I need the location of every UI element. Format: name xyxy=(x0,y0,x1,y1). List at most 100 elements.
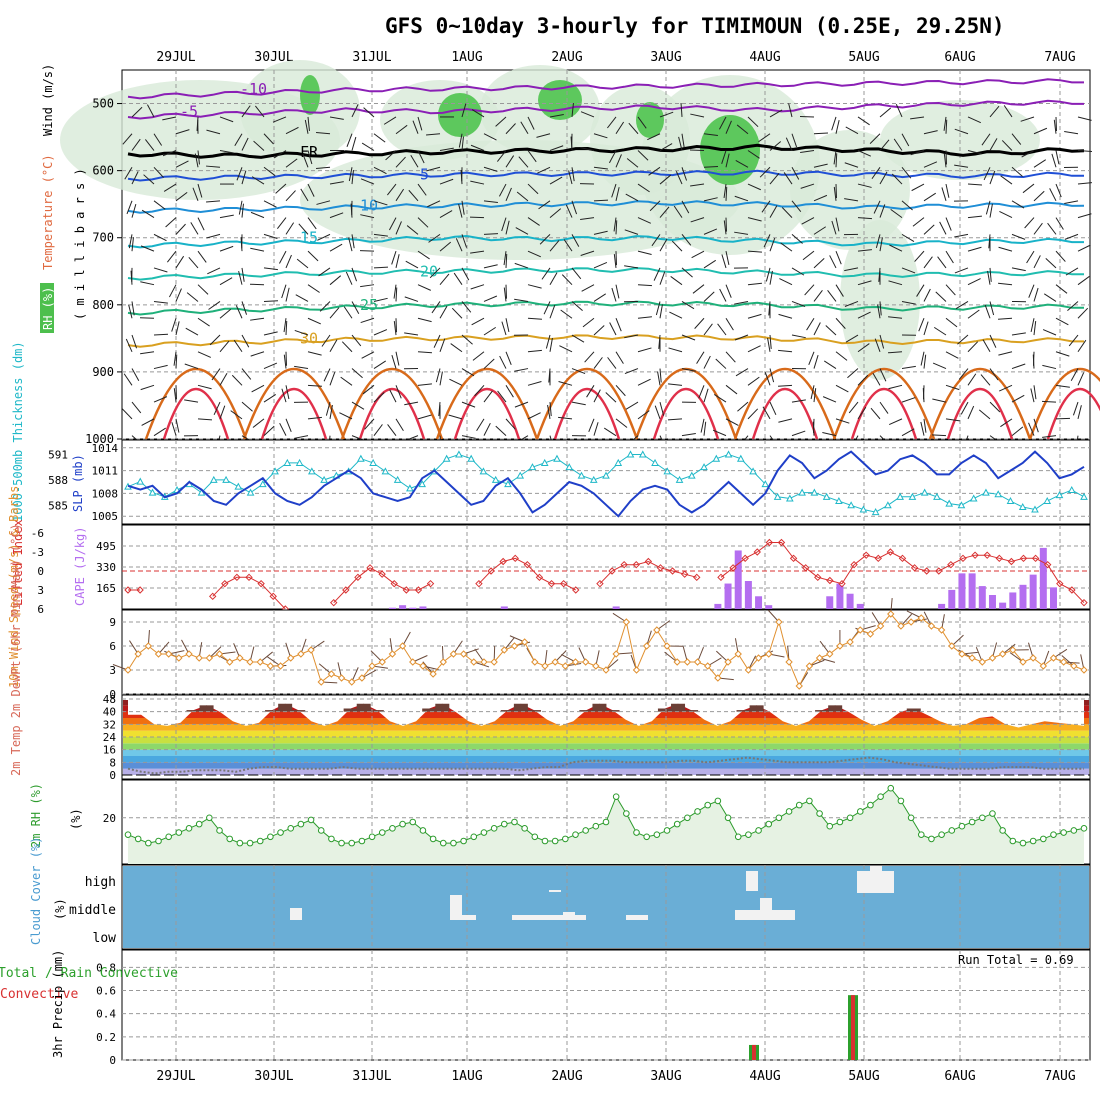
wind-barb xyxy=(918,318,925,332)
wind-barb xyxy=(759,166,771,178)
wind-barb xyxy=(835,418,850,424)
data-point xyxy=(467,454,476,462)
wind-barb xyxy=(329,339,338,353)
wind-barb xyxy=(721,150,727,164)
wind-barb xyxy=(241,368,252,380)
wind-barb xyxy=(1000,175,1013,185)
wind-barb xyxy=(678,136,683,151)
wind-barb xyxy=(417,150,425,164)
wind-barb xyxy=(1011,394,1025,403)
wind-barb xyxy=(747,376,760,386)
wind-barb xyxy=(153,364,168,370)
wind-barb xyxy=(659,143,673,151)
wind-barb xyxy=(879,237,883,252)
wind-barb xyxy=(857,406,867,420)
wind-barb xyxy=(391,250,397,265)
wind-barb xyxy=(395,385,402,399)
data-point xyxy=(712,454,721,462)
wind-barb xyxy=(373,233,388,237)
data-point xyxy=(675,475,684,483)
wind-barb xyxy=(351,234,355,249)
wind-barb xyxy=(395,188,405,202)
wind-barb xyxy=(276,217,287,229)
wind-barb xyxy=(833,150,837,165)
wind-barb xyxy=(408,189,419,202)
wind-barb xyxy=(778,349,793,353)
wind-barb xyxy=(901,365,916,370)
wind-barb xyxy=(295,294,309,302)
wind-barb xyxy=(813,226,827,235)
wind-barb xyxy=(518,156,529,168)
wind-barb xyxy=(997,317,1013,320)
wind-barb xyxy=(637,250,652,256)
wind-barb xyxy=(703,291,715,302)
wind-barb xyxy=(197,317,210,327)
wind-barb xyxy=(769,401,777,415)
wind-barb xyxy=(571,234,580,247)
wind-barb xyxy=(945,317,958,328)
data-point xyxy=(136,586,144,594)
cloud-block xyxy=(746,871,758,891)
wind-barb xyxy=(593,199,609,202)
data-point xyxy=(460,837,467,845)
data-point xyxy=(258,480,267,488)
wind-barb xyxy=(901,397,916,403)
date-label: 6AUG xyxy=(944,1069,975,1084)
wind-barb xyxy=(185,327,199,336)
wind-barb xyxy=(800,150,815,153)
wind-barb xyxy=(461,136,464,151)
wind-barb xyxy=(125,338,133,352)
data-point xyxy=(308,467,316,475)
wind-barb xyxy=(857,374,869,386)
tick-label: 3 xyxy=(109,664,116,677)
wind-barb xyxy=(747,250,763,253)
wind-barb xyxy=(887,351,903,354)
cape-bar xyxy=(1039,547,1047,609)
wind-barb xyxy=(945,384,960,391)
data-point xyxy=(978,814,986,822)
wind-barb xyxy=(351,170,354,185)
wind-barb xyxy=(410,155,419,168)
wind-barb xyxy=(703,259,717,269)
thickness-frame xyxy=(121,439,1091,525)
cape-bar xyxy=(968,573,976,609)
wind-barb xyxy=(1033,190,1045,202)
wind-barb xyxy=(989,301,995,316)
data-point xyxy=(765,650,773,658)
wind-barb xyxy=(827,289,837,302)
date-label: 29JUL xyxy=(156,50,195,65)
wind-barb xyxy=(131,106,143,118)
data-point xyxy=(124,831,132,838)
data-point xyxy=(256,658,264,666)
wind-barb xyxy=(637,217,651,224)
cape-bar xyxy=(846,593,854,609)
wind-barb xyxy=(747,313,762,319)
wind-barb xyxy=(923,256,933,269)
wind-barb xyxy=(514,401,529,408)
wind-barb xyxy=(681,334,696,341)
wind-barb xyxy=(128,304,133,319)
data-point xyxy=(867,801,874,809)
wind-barb xyxy=(857,217,873,220)
wind-barb xyxy=(285,126,299,135)
data-point xyxy=(683,658,692,666)
wind-barb xyxy=(323,368,331,382)
data-point xyxy=(734,650,742,658)
data-point xyxy=(908,492,917,500)
data-point xyxy=(277,829,284,836)
wind-barb xyxy=(781,207,793,218)
wind-barb xyxy=(428,233,441,243)
wind-barb xyxy=(625,401,639,410)
data-point xyxy=(144,642,153,650)
data-point xyxy=(1009,837,1017,845)
data-point xyxy=(572,831,579,838)
wind-barb xyxy=(387,424,397,436)
data-point xyxy=(592,662,600,670)
wind-barb xyxy=(582,317,595,328)
wind-barb xyxy=(1077,150,1093,152)
data-point xyxy=(687,471,696,479)
wind-barb xyxy=(197,284,209,295)
wind-barb xyxy=(703,228,718,235)
wind-barb xyxy=(1077,182,1092,185)
wind-barb xyxy=(888,280,903,286)
